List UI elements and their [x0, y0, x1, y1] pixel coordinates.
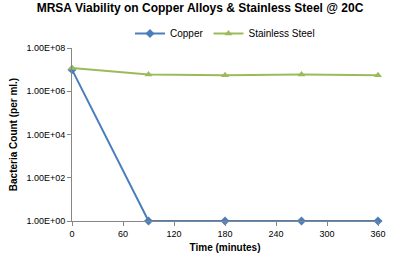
svg-text:1.00E+02: 1.00E+02: [26, 173, 65, 183]
svg-text:180: 180: [217, 229, 232, 239]
svg-text:60: 60: [118, 229, 128, 239]
svg-text:Bacteria Count (per ml.): Bacteria Count (per ml.): [8, 78, 19, 191]
svg-text:120: 120: [166, 229, 181, 239]
svg-text:Time (minutes): Time (minutes): [190, 242, 261, 253]
svg-text:0: 0: [69, 229, 74, 239]
svg-text:1.00E+08: 1.00E+08: [26, 43, 65, 53]
svg-text:MRSA Viability on Copper Alloy: MRSA Viability on Copper Alloys & Stainl…: [37, 1, 364, 15]
svg-text:1.00E+06: 1.00E+06: [26, 86, 65, 96]
svg-text:240: 240: [268, 229, 283, 239]
svg-text:1.00E+00: 1.00E+00: [26, 216, 65, 226]
svg-text:Stainless Steel: Stainless Steel: [248, 28, 314, 39]
svg-text:Copper: Copper: [170, 28, 203, 39]
svg-text:300: 300: [319, 229, 334, 239]
svg-text:1.00E+04: 1.00E+04: [26, 130, 65, 140]
svg-text:360: 360: [370, 229, 385, 239]
